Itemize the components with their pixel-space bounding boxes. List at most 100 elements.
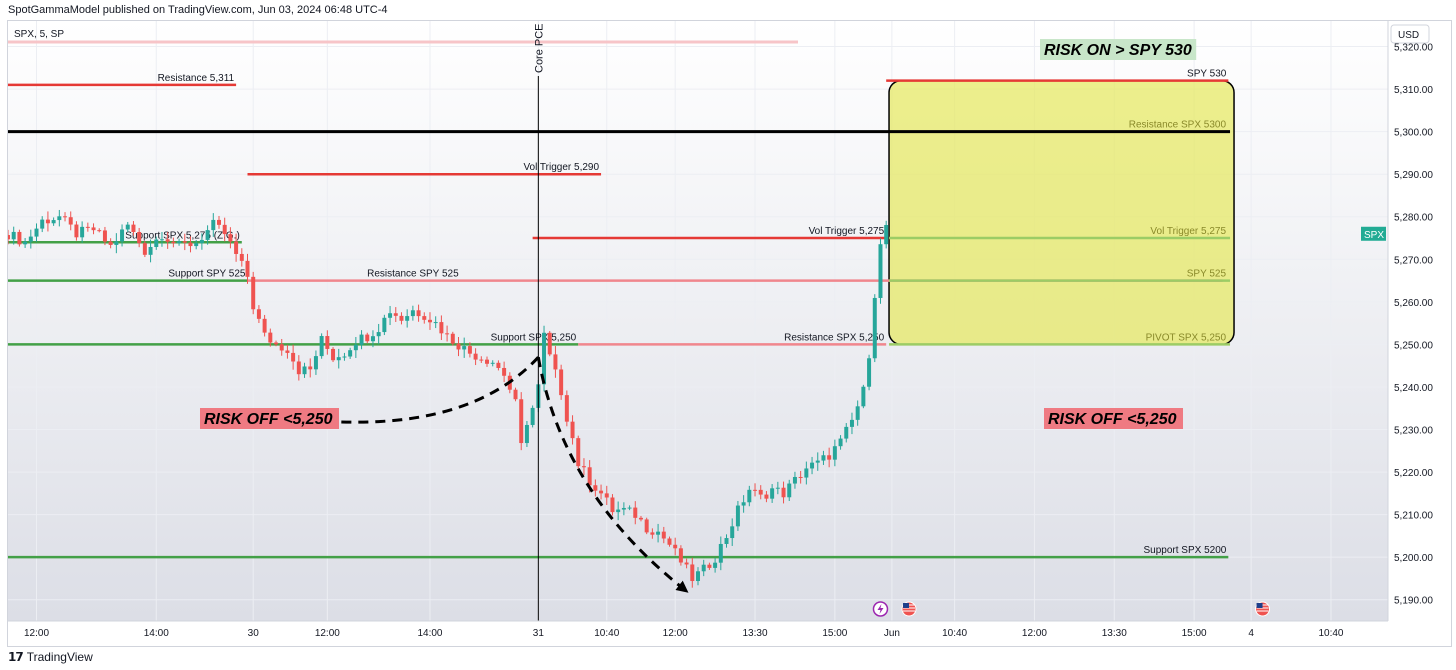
time-tick-label: 10:40 (942, 628, 967, 639)
candle-body (627, 507, 632, 509)
candle-body (336, 357, 341, 361)
price-tick-label: 5,210.00 (1394, 511, 1433, 522)
candle-body (222, 224, 227, 235)
candle-body (559, 369, 564, 396)
candle-body (262, 318, 267, 333)
level-label: SPY 530 (1187, 69, 1227, 80)
candle-body (416, 310, 421, 317)
candle-body (456, 343, 461, 350)
currency-label: USD (1398, 30, 1419, 41)
candle-body (399, 315, 404, 321)
price-tick-label: 5,200.00 (1394, 553, 1433, 564)
candle-body (382, 317, 387, 333)
candle-body (633, 507, 638, 518)
time-tick-label: 15:00 (822, 628, 847, 639)
candle-body (342, 356, 347, 358)
candle-body (696, 571, 700, 582)
level-label: Vol Trigger 5,290 (523, 162, 599, 173)
candle-body (279, 344, 284, 351)
candle-body (815, 460, 820, 463)
candle-body (467, 346, 472, 354)
candle-body (131, 224, 136, 232)
price-axis[interactable]: USD 5,190.00 5,200.00 5,210.00 5,220.00 5,230… (1387, 21, 1451, 646)
level-label: Resistance SPY 525 (367, 269, 459, 280)
level-label: Resistance 5,311 (158, 73, 235, 84)
tradingview-logo-icon[interactable]: 𝟭𝟳 (8, 650, 24, 664)
time-tick-label: 10:40 (1318, 628, 1343, 639)
candle-body (867, 358, 872, 387)
candle-body (63, 216, 68, 218)
candle-body (205, 230, 210, 240)
candle-body (690, 564, 695, 582)
candle-body (319, 336, 324, 357)
candle-body (125, 224, 130, 230)
candle-body (707, 564, 712, 568)
candle-body (211, 219, 216, 231)
candle-body (370, 336, 375, 342)
candle-body (832, 446, 837, 460)
candle-body (97, 230, 102, 232)
us-flag-icon-canton (1256, 603, 1263, 608)
candle-body (678, 548, 683, 563)
candle-body (701, 564, 706, 572)
candle-body (148, 246, 153, 255)
candle-body (239, 253, 244, 261)
candle-body (730, 526, 735, 539)
dashed-arrow (319, 356, 540, 428)
time-tick-label: 14:00 (144, 628, 169, 639)
level-label: Vol Trigger 5,275 (809, 226, 885, 237)
candle-body (587, 467, 592, 486)
candlestick-chart[interactable]: Resistance 5,311 Vol Trigger 5,290 Support… (8, 21, 1451, 646)
core-pce-label: Core PCE (533, 23, 545, 73)
candle-body (365, 334, 370, 342)
time-tick-label: 30 (248, 628, 260, 639)
footer-brand[interactable]: TradingView (26, 650, 93, 664)
candle-body (325, 336, 330, 349)
candle-body (576, 438, 581, 467)
us-flag-icon-canton (902, 603, 909, 608)
candle-body (849, 419, 854, 427)
chart-panel[interactable]: Resistance 5,311 Vol Trigger 5,290 Support… (7, 20, 1452, 647)
candle-body (159, 239, 164, 241)
candle-body (114, 241, 119, 245)
candle-body (872, 297, 877, 359)
level-label: Resistance SPX 5,250 (784, 332, 884, 343)
candle-body (450, 333, 455, 344)
candle-body (610, 497, 615, 513)
risk-on-annotation-bg (1040, 39, 1197, 60)
candle-body (485, 359, 490, 364)
candle-body (684, 562, 689, 565)
candle-body (530, 407, 535, 425)
candle-body (775, 487, 780, 489)
candle-body (861, 386, 866, 407)
candle-body (182, 241, 187, 243)
candle-body (285, 350, 290, 353)
level-label: Support SPY 525 (168, 269, 246, 280)
symbol-label: SPX, 5, SP (14, 29, 64, 40)
time-tick-label: 13:30 (1102, 628, 1127, 639)
candle-body (564, 395, 569, 422)
candle-body (171, 241, 176, 244)
risk-off-left-annotation: RISK OFF <5,250 (200, 408, 339, 429)
publish-header: SpotGammaModel published on TradingView.… (8, 4, 388, 16)
candle-body (599, 490, 604, 494)
candle-body (855, 406, 860, 420)
price-tick-label: 5,250.00 (1394, 340, 1433, 351)
candle-body (405, 316, 410, 321)
candle-body (804, 468, 809, 478)
level-label: Support SPX 5,275 (Z.G.) (125, 230, 240, 241)
candle-body (8, 235, 10, 240)
candle-body (570, 421, 575, 439)
candle-body (644, 519, 649, 533)
candle-body (11, 231, 16, 240)
candle-body (142, 243, 147, 255)
time-axis-bg (8, 621, 1451, 646)
candle-body (216, 219, 221, 225)
candle-body (256, 309, 261, 319)
candle-body (884, 225, 889, 245)
time-axis[interactable]: 12:00 14:00 30 12:00 14:00 31 10:40 12:00 13:30 1… (8, 620, 1451, 646)
candle-body (821, 455, 826, 461)
candle-body (74, 224, 79, 238)
price-tick-label: 5,240.00 (1394, 383, 1433, 394)
candle-body (296, 361, 301, 375)
